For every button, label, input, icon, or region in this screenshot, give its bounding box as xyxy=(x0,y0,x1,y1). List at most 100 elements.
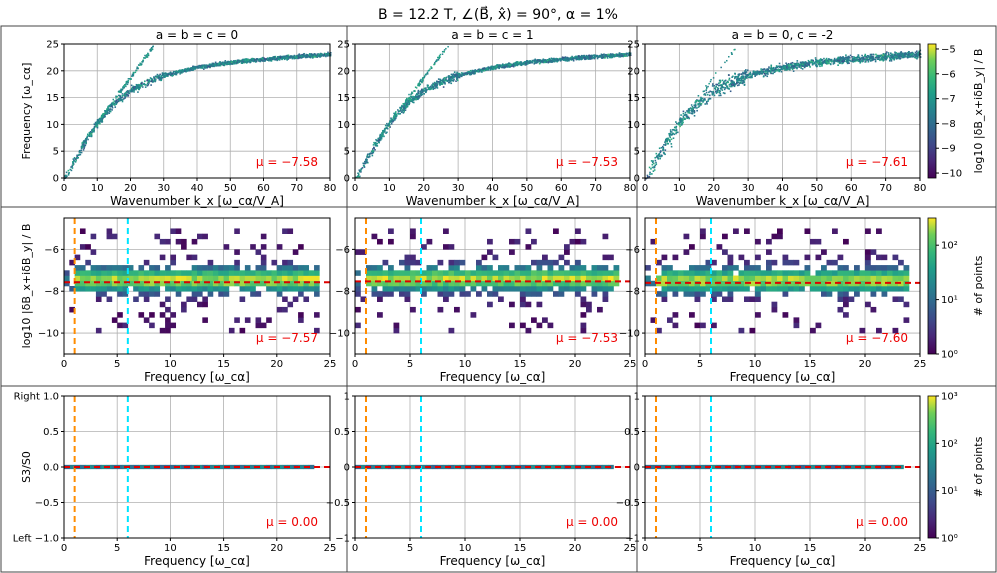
hist-bin xyxy=(159,238,166,245)
data-point xyxy=(685,115,688,118)
data-point xyxy=(242,59,244,62)
data-point xyxy=(147,54,150,57)
data-point xyxy=(137,84,140,87)
data-point xyxy=(135,87,138,89)
data-point xyxy=(139,87,141,89)
data-point xyxy=(372,151,375,154)
data-point xyxy=(875,55,878,58)
data-point xyxy=(71,165,73,168)
data-point xyxy=(741,79,744,82)
data-point xyxy=(745,73,747,76)
data-point xyxy=(836,60,839,63)
data-point xyxy=(471,69,474,72)
data-point xyxy=(366,154,369,157)
data-point xyxy=(839,56,842,58)
data-point xyxy=(863,57,865,60)
data-point xyxy=(722,82,725,85)
data-point xyxy=(512,65,515,68)
data-point xyxy=(602,54,604,57)
data-point xyxy=(190,67,193,69)
data-point xyxy=(431,84,434,86)
data-point xyxy=(879,58,881,60)
data-point xyxy=(78,153,80,156)
data-point xyxy=(252,59,254,62)
data-point xyxy=(388,122,391,124)
data-point xyxy=(552,60,555,63)
hist-bin xyxy=(186,254,192,261)
data-point xyxy=(759,72,761,75)
data-point xyxy=(327,54,329,56)
data-point xyxy=(89,130,92,133)
data-point xyxy=(664,143,667,145)
data-point xyxy=(422,79,424,81)
data-point xyxy=(809,61,812,64)
hist-bin xyxy=(64,275,70,282)
data-point xyxy=(721,89,724,91)
data-point xyxy=(707,98,710,101)
data-point xyxy=(824,59,827,62)
data-point xyxy=(438,57,440,60)
data-point xyxy=(866,59,868,61)
data-point xyxy=(107,107,109,109)
data-point xyxy=(111,102,113,104)
data-point xyxy=(124,83,126,86)
data-point xyxy=(152,81,154,83)
data-point xyxy=(448,81,451,84)
data-point xyxy=(453,71,456,73)
data-point xyxy=(867,59,870,61)
data-point xyxy=(904,52,906,55)
data-point xyxy=(693,110,696,112)
data-point xyxy=(833,57,836,60)
hist-bin xyxy=(159,312,166,318)
data-point xyxy=(566,57,568,60)
hist-bin xyxy=(218,286,224,292)
data-point xyxy=(81,144,84,147)
data-point xyxy=(698,102,701,104)
data-point xyxy=(98,120,101,123)
data-point xyxy=(846,56,848,58)
data-point xyxy=(128,77,130,80)
data-point xyxy=(536,59,539,61)
data-point xyxy=(103,114,106,116)
data-point xyxy=(701,97,704,100)
data-point xyxy=(651,163,654,166)
data-point xyxy=(751,76,753,79)
data-point xyxy=(607,53,610,56)
data-point xyxy=(818,60,821,62)
data-point xyxy=(96,121,98,123)
data-point xyxy=(426,86,429,88)
data-point xyxy=(731,80,734,82)
data-point xyxy=(652,160,654,162)
data-point xyxy=(307,56,310,58)
data-point xyxy=(705,86,708,89)
data-point xyxy=(208,65,210,68)
data-point xyxy=(125,95,128,97)
data-point xyxy=(415,96,417,98)
data-point xyxy=(110,105,113,107)
data-point xyxy=(780,68,783,71)
data-point xyxy=(125,93,128,95)
data-point xyxy=(581,57,584,59)
data-point xyxy=(918,51,920,54)
data-point xyxy=(245,58,247,60)
data-point xyxy=(475,70,478,73)
data-point xyxy=(358,175,360,178)
data-point xyxy=(442,81,444,84)
hist-bin xyxy=(191,291,198,297)
data-point xyxy=(687,110,689,113)
x-tick-label: 70 xyxy=(879,183,892,194)
data-point xyxy=(313,55,316,57)
data-point xyxy=(385,127,388,129)
data-point xyxy=(807,59,810,62)
data-point xyxy=(113,104,115,106)
hist-bin xyxy=(95,286,102,292)
data-point xyxy=(456,73,459,76)
data-point xyxy=(418,84,421,87)
data-point xyxy=(890,58,893,61)
data-point xyxy=(302,54,304,57)
data-point xyxy=(221,62,223,65)
y-tick-label: 20 xyxy=(337,66,350,77)
data-point xyxy=(403,108,406,110)
data-point xyxy=(167,75,169,77)
data-point xyxy=(558,58,560,60)
